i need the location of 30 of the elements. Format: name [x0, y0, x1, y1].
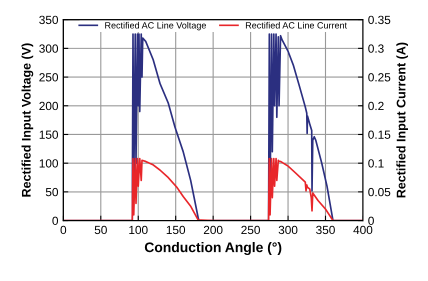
x-tick-label: 200	[204, 226, 223, 234]
y-tick-label: 150	[40, 130, 58, 139]
y2-axis-title: Rectified Input Current (A)	[396, 42, 408, 198]
y-tick-label: 0	[52, 216, 58, 225]
y-tick-label: 300	[39, 44, 58, 53]
y-axis-title: Rectified Input Voltage (V)	[22, 43, 34, 197]
x-tick-label: 250	[241, 226, 260, 234]
y-tick-label: 50	[46, 188, 58, 196]
y-tick-label: 350	[39, 16, 58, 24]
y2-tick-label: 0.15	[368, 130, 390, 139]
y2-tick-label: 0.1	[368, 159, 384, 168]
legend-label: Rectified AC Line Current	[246, 22, 347, 29]
x-tick-label: 400	[353, 226, 372, 234]
y-tick-label: 100	[40, 159, 58, 168]
y-tick-label: 250	[39, 73, 58, 82]
x-tick-label: 300	[278, 226, 298, 234]
y2-tick-label: 0.05	[368, 188, 390, 196]
x-tick-label: 0	[60, 226, 66, 234]
x-axis-title: Conduction Angle (°)	[144, 242, 282, 256]
y2-tick-label: 0.35	[368, 16, 390, 24]
y2-tick-label: 0.2	[368, 102, 384, 110]
x-tick-label: 150	[166, 226, 186, 234]
y2-tick-label: 0.25	[368, 73, 390, 82]
y2-tick-label: 0.3	[368, 44, 384, 53]
x-tick-label: 50	[94, 226, 107, 234]
y-tick-label: 200	[39, 102, 58, 110]
y2-tick-label: 0	[368, 216, 374, 225]
x-tick-label: 350	[316, 226, 335, 234]
legend-label: Rectified AC Line Voltage	[105, 22, 206, 30]
x-tick-label: 100	[129, 226, 148, 234]
